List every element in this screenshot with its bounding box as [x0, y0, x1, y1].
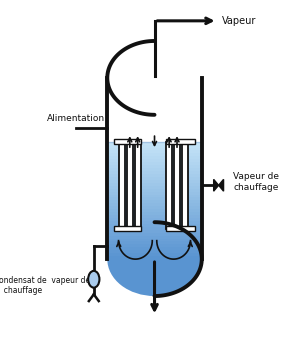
- Bar: [107, 197, 202, 201]
- Polygon shape: [219, 179, 224, 191]
- Bar: [107, 186, 202, 189]
- Bar: [107, 171, 202, 174]
- Bar: [107, 159, 202, 162]
- Bar: [107, 165, 202, 168]
- Bar: [107, 168, 202, 171]
- Ellipse shape: [107, 222, 202, 296]
- Bar: [107, 162, 202, 165]
- Bar: [114, 226, 141, 232]
- Bar: [107, 212, 202, 215]
- Text: Alimentation: Alimentation: [47, 114, 105, 123]
- Bar: [107, 203, 202, 206]
- Bar: [166, 142, 172, 229]
- Bar: [166, 139, 195, 144]
- Bar: [107, 145, 202, 148]
- Bar: [107, 180, 202, 183]
- Bar: [107, 148, 202, 150]
- Bar: [107, 177, 202, 180]
- Ellipse shape: [107, 41, 202, 115]
- Polygon shape: [214, 179, 219, 191]
- Bar: [107, 156, 202, 159]
- Text: ondensat de  vapeur de
  chauffage: ondensat de vapeur de chauffage: [0, 276, 90, 295]
- Bar: [135, 142, 141, 229]
- Bar: [107, 209, 202, 212]
- Bar: [107, 174, 202, 177]
- Bar: [107, 78, 202, 142]
- Bar: [107, 221, 202, 224]
- Bar: [107, 150, 202, 153]
- Bar: [107, 215, 202, 218]
- Bar: [107, 218, 202, 221]
- Bar: [107, 236, 202, 239]
- Circle shape: [88, 271, 99, 288]
- Bar: [119, 142, 125, 229]
- Bar: [107, 189, 202, 191]
- Bar: [107, 227, 202, 230]
- Bar: [166, 226, 195, 232]
- Bar: [107, 253, 202, 256]
- Bar: [107, 224, 202, 227]
- Bar: [107, 233, 202, 236]
- Text: Vapeur: Vapeur: [222, 16, 256, 26]
- Bar: [107, 153, 202, 156]
- Bar: [107, 201, 202, 203]
- Bar: [107, 247, 202, 250]
- Bar: [107, 183, 202, 186]
- Bar: [107, 256, 202, 259]
- Bar: [182, 142, 188, 229]
- Bar: [107, 239, 202, 242]
- Bar: [174, 142, 180, 229]
- Bar: [107, 194, 202, 197]
- Text: Vapeur de
chauffage: Vapeur de chauffage: [233, 172, 279, 192]
- Bar: [107, 250, 202, 253]
- Bar: [107, 244, 202, 247]
- Bar: [107, 206, 202, 209]
- Bar: [107, 191, 202, 194]
- Bar: [127, 142, 133, 229]
- Bar: [107, 230, 202, 233]
- Bar: [114, 139, 141, 144]
- Bar: [107, 242, 202, 244]
- Bar: [107, 142, 202, 145]
